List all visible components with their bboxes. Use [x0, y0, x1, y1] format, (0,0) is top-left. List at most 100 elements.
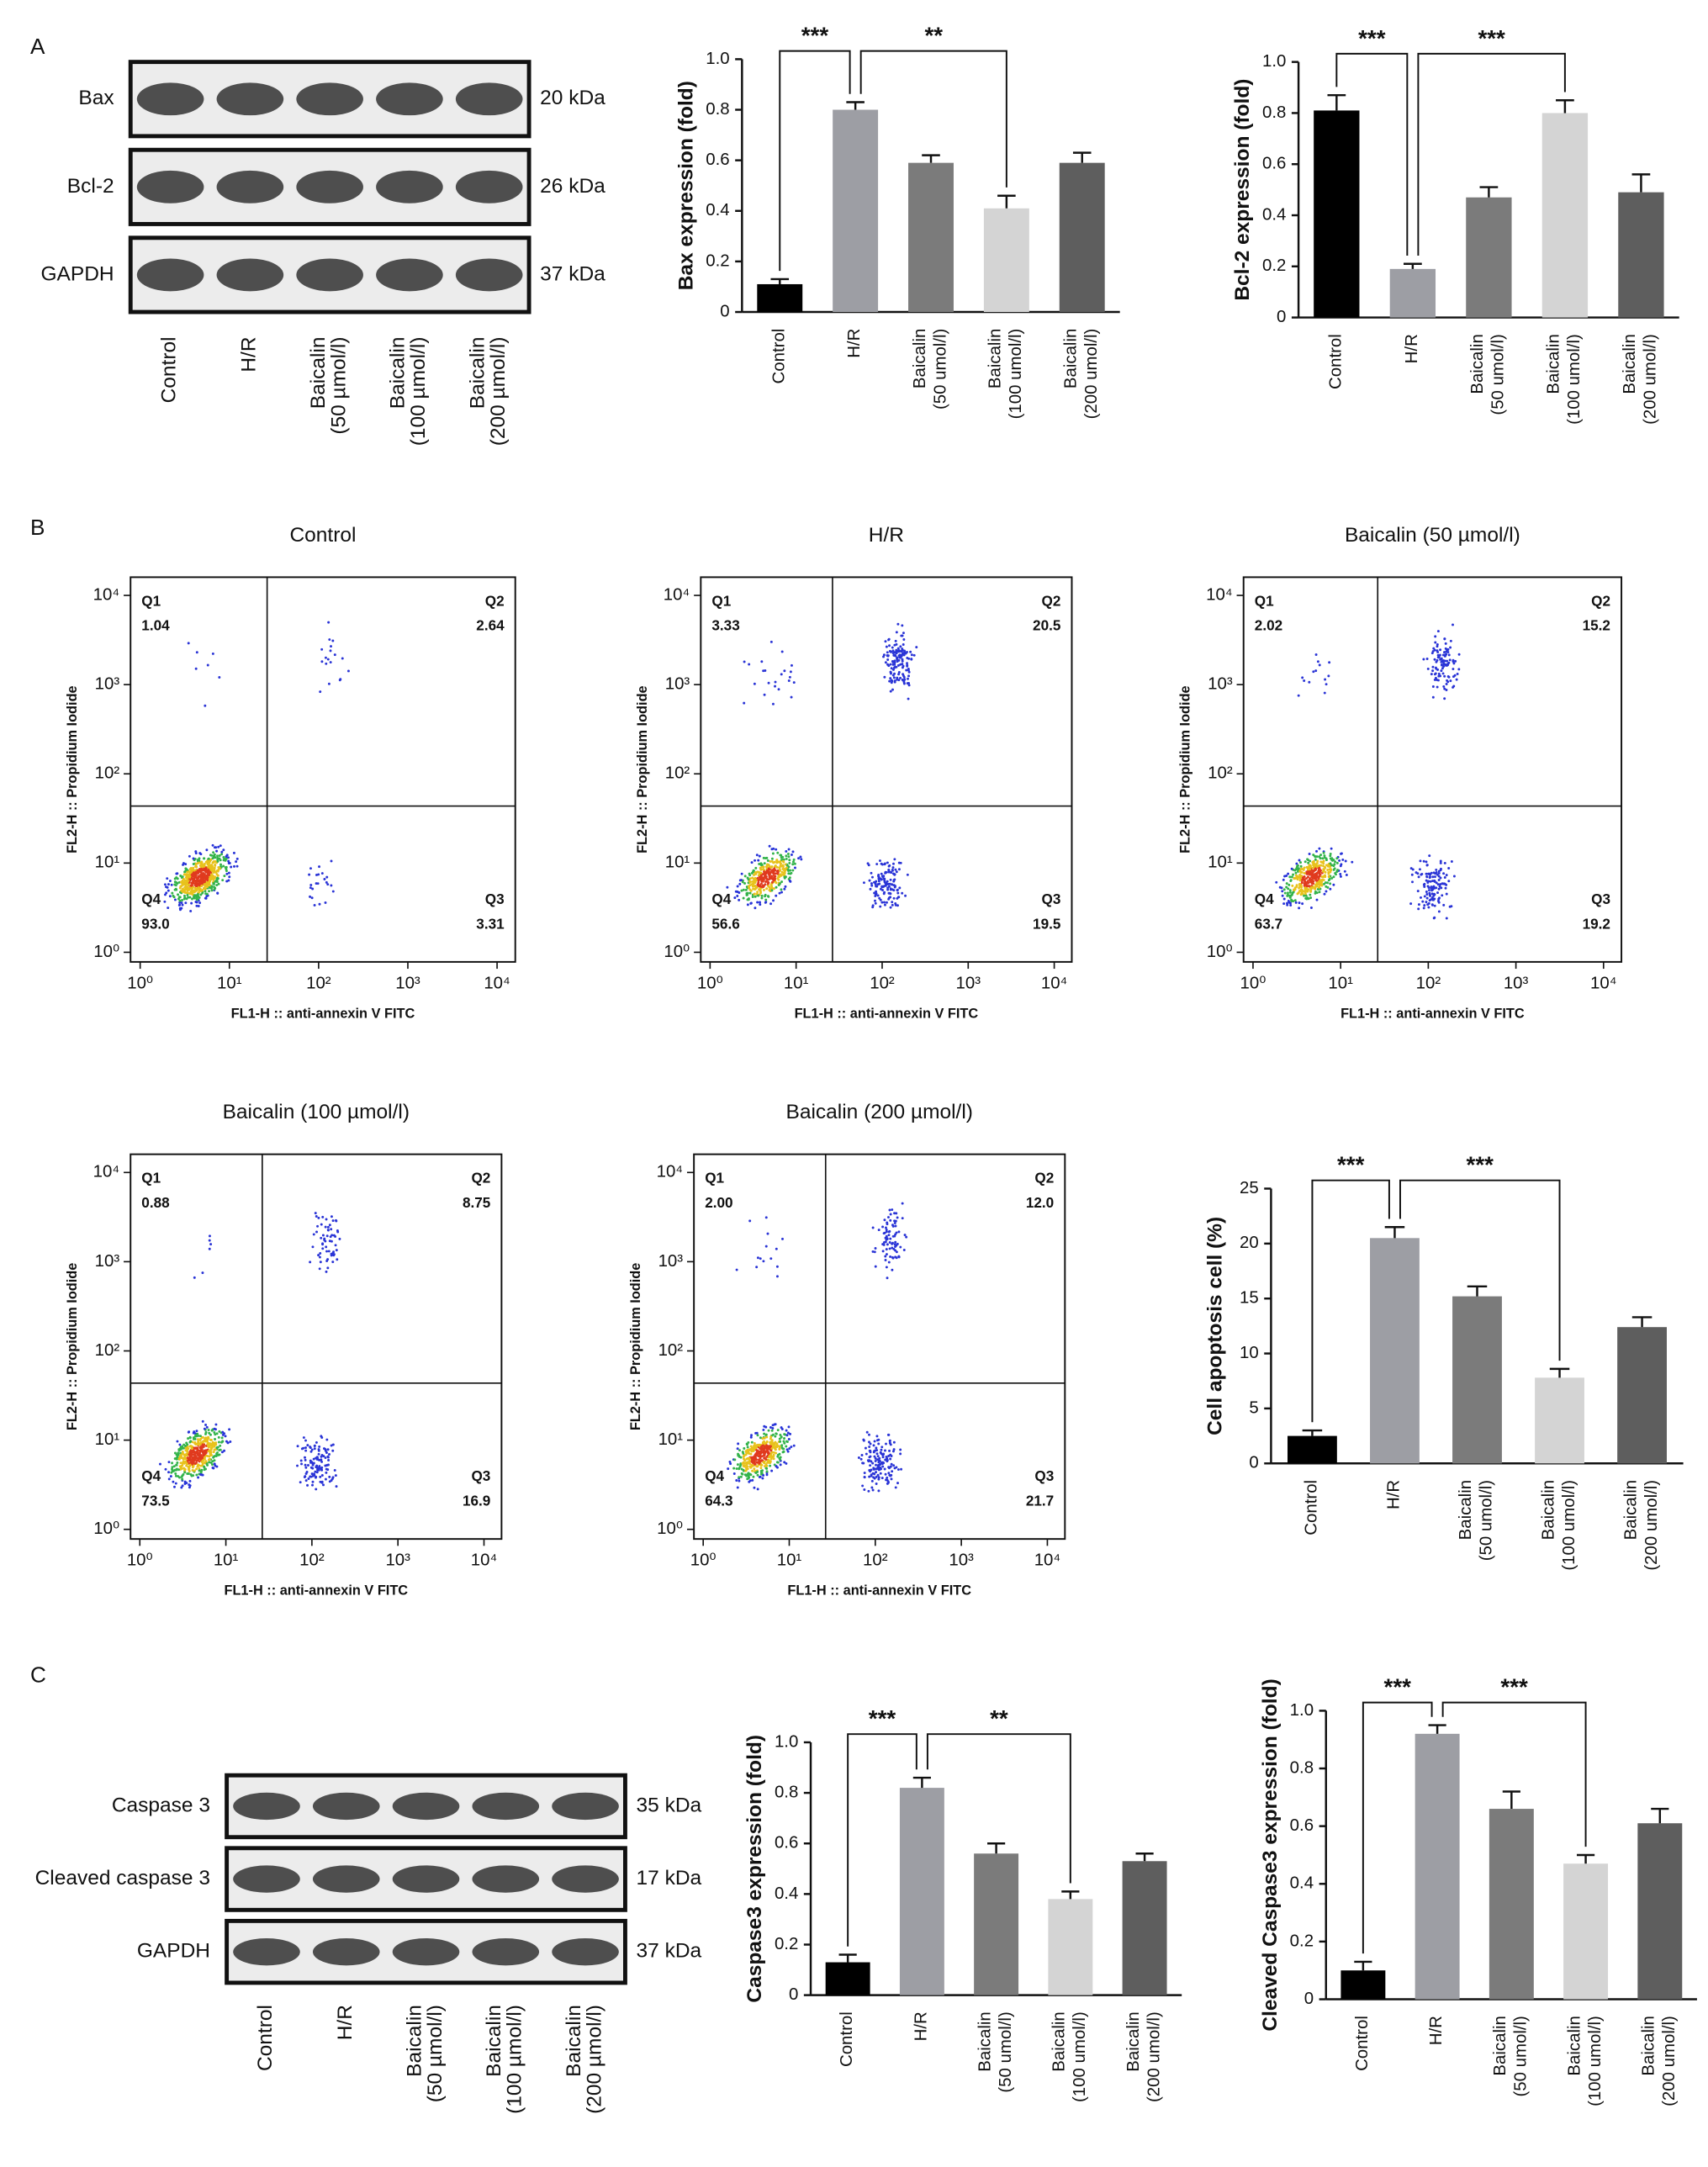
event-dot	[767, 1458, 770, 1461]
event-dot	[1292, 891, 1295, 894]
event-dot	[309, 1261, 312, 1264]
event-dot	[302, 1436, 305, 1440]
event-dot	[1308, 870, 1311, 874]
event-dot	[1297, 868, 1300, 870]
event-dot	[769, 1461, 772, 1464]
event-dot	[210, 875, 214, 878]
event-dot	[180, 1486, 183, 1489]
event-dot	[877, 1465, 880, 1468]
event-dot	[760, 894, 764, 897]
event-dot	[760, 660, 764, 663]
event-dot	[1441, 663, 1443, 667]
blot-band	[376, 258, 443, 292]
event-dot	[217, 845, 220, 848]
event-dot	[887, 1467, 891, 1470]
event-dot	[1299, 884, 1303, 887]
event-dot	[1332, 883, 1335, 886]
bar	[1489, 1809, 1534, 2000]
event-dot	[181, 887, 184, 891]
event-dot	[336, 1230, 340, 1234]
event-dot	[905, 1235, 908, 1239]
event-dot	[308, 873, 311, 876]
y-tick-label: 10¹	[95, 1430, 120, 1449]
event-dot	[320, 1468, 324, 1472]
event-dot	[1300, 881, 1303, 885]
event-dot	[1308, 885, 1311, 888]
event-dot	[775, 881, 778, 885]
event-dot	[866, 862, 870, 865]
event-dot	[306, 1444, 309, 1447]
event-dot	[790, 663, 793, 667]
event-dot	[319, 1475, 322, 1478]
event-dot	[735, 1479, 738, 1482]
event-dot	[775, 1275, 779, 1278]
event-dot	[1288, 883, 1291, 886]
event-dot	[324, 656, 327, 659]
event-dot	[1281, 890, 1284, 893]
event-dot	[190, 901, 193, 905]
event-dot	[312, 1461, 315, 1465]
quadrant-name: Q4	[141, 891, 161, 907]
event-dot	[893, 885, 896, 889]
event-dot	[884, 1226, 887, 1229]
event-dot	[193, 1446, 196, 1450]
event-dot	[182, 873, 186, 876]
event-dot	[183, 1454, 187, 1457]
event-dot	[776, 1429, 780, 1432]
event-dot	[175, 1463, 178, 1467]
event-dot	[1437, 875, 1441, 878]
y-tick-label: 10⁰	[1207, 943, 1233, 961]
event-dot	[875, 1439, 879, 1442]
event-dot	[214, 1423, 218, 1426]
event-dot	[885, 1248, 888, 1251]
quadrant-name: Q2	[485, 592, 505, 609]
event-dot	[184, 883, 188, 886]
event-dot	[764, 901, 768, 904]
y-tick-label: 0.4	[775, 1884, 798, 1903]
event-dot	[748, 891, 752, 895]
event-dot	[889, 1453, 892, 1456]
event-dot	[209, 1451, 213, 1455]
event-dot	[875, 1475, 878, 1478]
error-bar	[1384, 1226, 1405, 1239]
event-dot	[868, 1475, 871, 1478]
event-dot	[315, 1488, 318, 1491]
event-dot	[907, 684, 911, 687]
x-tick-label: 10⁰	[1240, 974, 1266, 992]
y-tick-label: 0.6	[706, 151, 729, 169]
event-dot	[178, 1443, 182, 1446]
event-dot	[193, 1457, 197, 1461]
event-dot	[1434, 872, 1437, 875]
event-dot	[1442, 684, 1446, 688]
event-dot	[760, 1459, 764, 1462]
event-dot	[1331, 859, 1334, 862]
event-dot	[1292, 873, 1295, 876]
event-dot	[762, 669, 765, 673]
event-dot	[885, 645, 888, 648]
event-dot	[763, 1424, 766, 1428]
quadrant-value: 1.04	[141, 617, 170, 634]
event-dot	[771, 1427, 775, 1430]
x-tick-label: 10²	[1416, 974, 1441, 992]
event-dot	[190, 881, 193, 885]
event-dot	[166, 885, 169, 889]
event-dot	[1443, 687, 1446, 690]
event-dot	[327, 682, 330, 685]
event-dot	[732, 1472, 736, 1476]
event-dot	[200, 877, 204, 880]
event-dot	[756, 901, 759, 904]
event-dot	[769, 640, 773, 643]
y-tick-label: 10	[1240, 1344, 1259, 1362]
y-tick-label: 15	[1240, 1289, 1259, 1308]
event-dot	[780, 874, 783, 877]
event-dot	[780, 1435, 783, 1439]
event-dot	[225, 855, 228, 859]
event-dot	[896, 891, 900, 895]
event-dot	[330, 1234, 334, 1237]
event-dot	[1328, 877, 1331, 880]
event-dot	[1330, 876, 1334, 880]
event-dot	[204, 1432, 207, 1435]
event-dot	[750, 861, 754, 864]
event-dot	[198, 1443, 201, 1446]
event-dot	[1422, 859, 1425, 863]
